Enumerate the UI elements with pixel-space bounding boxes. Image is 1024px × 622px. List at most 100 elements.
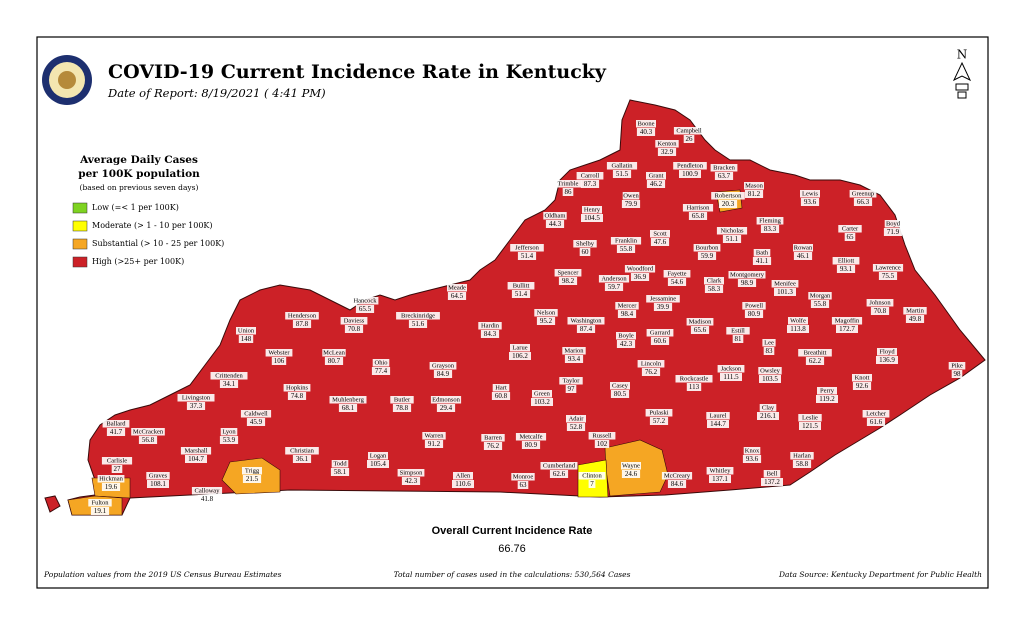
county-rate: 36.9 — [634, 273, 647, 281]
label-bg — [536, 317, 556, 325]
county-rate: 60.6 — [654, 337, 667, 345]
county-name: Owen — [623, 192, 639, 199]
label-bg — [90, 507, 110, 515]
label-bg — [706, 412, 730, 420]
county-name: Casey — [612, 382, 629, 389]
label-bg — [758, 367, 782, 375]
county-rate: 40.3 — [640, 128, 653, 136]
county-rate: 80.9 — [525, 441, 538, 449]
label-bg — [447, 292, 467, 300]
label-bg — [219, 436, 239, 444]
county-name: Greenup — [852, 190, 874, 197]
county-name: Campbell — [676, 127, 701, 134]
label-bg — [331, 460, 349, 468]
county-name: Boyd — [886, 220, 901, 227]
county-rate: 98.4 — [621, 310, 634, 318]
label-bg — [709, 475, 731, 483]
label-bg — [322, 349, 346, 357]
label-bg — [598, 275, 630, 283]
label-bg — [186, 402, 206, 410]
label-bg — [191, 487, 223, 495]
label-bg — [424, 440, 444, 448]
county-rate: 39.9 — [657, 303, 670, 311]
label-bg — [877, 348, 897, 356]
label-bg — [576, 325, 596, 333]
county-rate: 102 — [597, 440, 608, 448]
legend-swatch — [72, 202, 88, 214]
label-bg — [397, 469, 425, 477]
label-bg — [368, 452, 388, 460]
county-rate: 95.2 — [540, 317, 553, 325]
label-bg — [285, 312, 319, 320]
county-name: Larue — [512, 344, 527, 351]
label-bg — [532, 390, 552, 398]
label-bg — [836, 325, 858, 333]
county-name: Powell — [745, 302, 763, 309]
label-bg — [433, 370, 453, 378]
county-rate: 172.7 — [839, 325, 855, 333]
label-bg — [566, 415, 586, 423]
label-bg — [236, 327, 256, 335]
label-bg — [197, 495, 217, 503]
county-name: Pulaski — [649, 409, 668, 416]
county-name: Crittenden — [215, 372, 243, 379]
county-name: Floyd — [879, 348, 895, 355]
label-bg — [732, 335, 744, 343]
label-bg — [704, 285, 724, 293]
label-bg — [852, 374, 872, 382]
label-bg — [624, 265, 656, 273]
county-name: Union — [238, 327, 255, 334]
county-rate: 46.2 — [650, 180, 663, 188]
county-name: Graves — [149, 472, 168, 479]
county-name: Bath — [756, 249, 769, 256]
label-bg — [817, 387, 837, 395]
county-rate: 76.2 — [645, 368, 658, 376]
county-rate: 71.9 — [887, 228, 900, 236]
county-rate: 58.3 — [708, 285, 721, 293]
legend-label: Low (=< 1 per 100K) — [92, 203, 179, 212]
county-rate: 101.3 — [777, 288, 793, 296]
label-bg — [853, 198, 873, 206]
label-bg — [616, 340, 636, 348]
label-bg — [582, 206, 602, 214]
label-bg — [177, 394, 215, 402]
label-bg — [759, 404, 777, 412]
county-rate: 98.2 — [562, 277, 575, 285]
label-bg — [436, 404, 456, 412]
county-name: Green — [534, 390, 551, 397]
county-name: Oldham — [545, 212, 566, 219]
label-bg — [242, 467, 262, 475]
county-rate: 34.1 — [223, 380, 236, 388]
label-bg — [491, 392, 511, 400]
county-rate: 29.4 — [440, 404, 453, 412]
county-name: Barren — [484, 434, 502, 441]
label-bg — [562, 188, 574, 196]
label-bg — [478, 322, 502, 330]
county-name: Pike — [951, 362, 963, 369]
label-bg — [683, 135, 695, 143]
county-name: Breckinridge — [401, 312, 435, 319]
label-bg — [774, 288, 796, 296]
label-bg — [760, 225, 780, 233]
county-name: Marshall — [184, 447, 207, 454]
county-name: Clark — [707, 277, 722, 284]
county-rate: 98 — [954, 370, 962, 378]
county-name: Allen — [456, 472, 471, 479]
county-name: Hancock — [353, 297, 377, 304]
label-bg — [716, 227, 748, 235]
county-name: Butler — [394, 396, 411, 403]
label-bg — [616, 332, 636, 340]
label-bg — [220, 428, 238, 436]
label-bg — [646, 329, 674, 337]
label-bg — [744, 182, 764, 190]
county-name: Martin — [906, 307, 924, 314]
label-bg — [744, 310, 764, 318]
legend-note: (based on previous seven days) — [80, 183, 199, 192]
label-bg — [565, 385, 577, 393]
label-bg — [710, 164, 738, 172]
county-rate: 59.7 — [608, 283, 621, 291]
label-bg — [876, 356, 898, 364]
label-bg — [688, 212, 708, 220]
county-name: Gallatin — [612, 162, 634, 169]
